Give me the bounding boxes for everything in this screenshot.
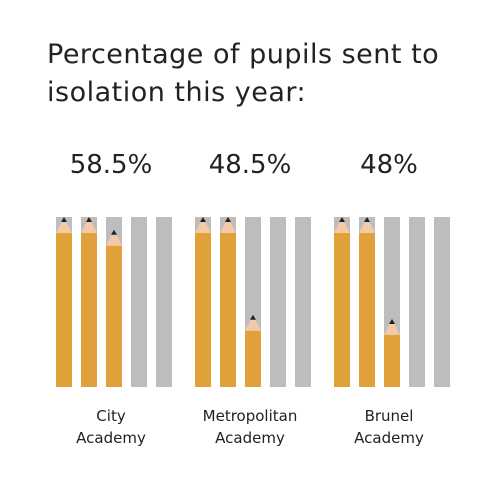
pencil-lead [111,229,117,235]
pencil-icon [245,217,261,387]
chart-title: Percentage of pupils sent to isolation t… [47,39,440,108]
empty-bar [131,217,147,387]
pencil-body [56,233,72,387]
group-0: 58.5% City Academy [56,150,172,447]
pencil-icon [295,217,311,387]
pencil-lead [225,217,231,222]
pencil-icon [106,217,122,387]
pencil-icon [195,217,211,387]
pencil-icon [434,217,450,387]
pencil-lead [364,217,370,222]
pencil-tip [334,217,350,233]
pencil-tip [195,217,211,233]
pencil-body [106,245,122,387]
category-label: Academy [215,429,285,447]
empty-bar [295,217,311,387]
value-label: 58.5% [70,150,153,180]
category-label: Brunel [365,407,414,425]
pencil-icon [156,217,172,387]
pencil-icon [131,217,147,387]
pencil-tip [384,319,400,335]
pencil-tip [106,229,122,246]
empty-bar [156,217,172,387]
value-label: 48.5% [209,150,292,180]
pencil-body [334,233,350,387]
empty-bar [270,217,286,387]
pencil-tip [81,217,97,233]
pencil-icon [56,217,72,387]
pencil-icon [220,217,236,387]
group-2: 48% Brunel Academy [334,150,450,447]
pencil-body [220,233,236,387]
group-1: 48.5% Metropolitan Academy [195,150,311,447]
pencil-tip [56,217,72,233]
value-label: 48% [360,150,418,180]
pencil-body [359,233,375,387]
pencil-body [81,233,97,387]
pencil-lead [339,217,345,222]
pencil-icon [81,217,97,387]
pencil-lead [61,217,67,222]
category-label: Academy [354,429,424,447]
pencil-icon [334,217,350,387]
category-label: Academy [76,429,146,447]
pencil-lead [389,319,395,324]
pencil-icon [409,217,425,387]
category-label: Metropolitan [203,407,298,425]
pencil-lead [86,217,92,222]
pencil-icon [359,217,375,387]
pencil-tip [220,217,236,233]
pencil-body [384,335,400,387]
pencil-tip [245,314,261,331]
pencil-body [245,330,261,387]
pencil-body [195,233,211,387]
empty-bar [434,217,450,387]
pencil-icon [384,217,400,387]
pencil-lead [250,314,256,320]
pencil-lead [200,217,206,222]
pencil-tip [359,217,375,233]
category-label: City [96,407,126,425]
pencil-icon [270,217,286,387]
empty-bar [409,217,425,387]
